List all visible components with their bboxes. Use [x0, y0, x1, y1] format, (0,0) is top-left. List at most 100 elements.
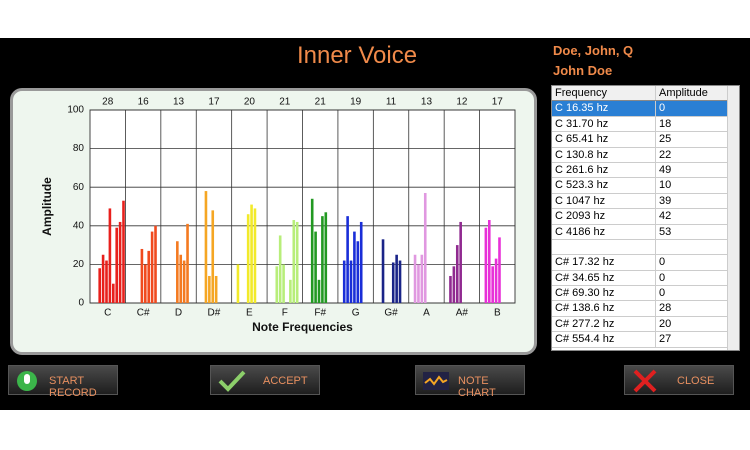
- check-icon: [218, 370, 246, 392]
- table-cell: C# 34.65 hz: [555, 271, 615, 284]
- bar: [349, 260, 353, 303]
- table-row[interactable]: C# 17.32 hz 0: [552, 255, 739, 271]
- bar: [413, 254, 417, 303]
- table-row[interactable]: C 4186 hz 53: [552, 224, 739, 240]
- table-cell: 22: [659, 148, 672, 161]
- close-button[interactable]: CLOSE: [624, 365, 734, 395]
- table-row[interactable]: C 2093 hz 42: [552, 209, 739, 225]
- bar: [498, 237, 501, 303]
- bar: [381, 239, 385, 303]
- bar: [353, 231, 356, 303]
- bar: [176, 241, 179, 303]
- table-row[interactable]: C 65.41 hz 25: [552, 132, 739, 148]
- bar: [101, 254, 105, 303]
- bar: [321, 216, 324, 303]
- table-cell: C 65.41 hz: [555, 133, 609, 146]
- note-count: 11: [386, 97, 397, 108]
- x-tick-label: G: [352, 308, 360, 319]
- x-tick-label: F: [282, 308, 288, 319]
- bar: [494, 258, 498, 303]
- table-row[interactable]: C 31.70 hz 18: [552, 116, 739, 133]
- y-tick-label: 100: [67, 105, 84, 116]
- bar: [236, 264, 240, 303]
- note-count: 19: [350, 97, 362, 108]
- button-label: START RECORD: [49, 375, 97, 399]
- table-cell: 0: [659, 256, 666, 269]
- note-count: 28: [102, 97, 114, 108]
- bar: [423, 192, 427, 303]
- bar: [310, 198, 314, 303]
- bar: [420, 254, 424, 303]
- accept-button[interactable]: ACCEPT: [210, 365, 320, 395]
- table-cell: C# 277.2 hz: [555, 317, 615, 330]
- close-icon: [633, 369, 657, 393]
- chart: 0 20 40 60 80 100 Amplitude Note Frequencies C 28…: [40, 97, 516, 334]
- bar: [342, 260, 346, 303]
- bar: [455, 245, 459, 303]
- y-tick-label: 60: [73, 182, 85, 193]
- table-row[interactable]: C 130.8 hz 22: [552, 147, 739, 163]
- table-row[interactable]: C# 69.30 hz 0: [552, 286, 739, 302]
- table-cell: 27: [659, 333, 672, 346]
- bar: [208, 275, 211, 303]
- table-row[interactable]: C 523.3 hz 10: [552, 178, 739, 194]
- bar: [108, 208, 112, 303]
- bar: [179, 254, 183, 303]
- table-cell: 20: [659, 317, 672, 330]
- bar: [417, 264, 420, 303]
- bar: [487, 220, 491, 303]
- bar: [186, 223, 189, 303]
- bar: [449, 275, 452, 303]
- note-count: 16: [138, 97, 150, 108]
- bar: [105, 260, 108, 303]
- scrollbar[interactable]: [727, 86, 739, 350]
- table-cell: C# 554.4 hz: [555, 333, 615, 346]
- bar: [452, 266, 456, 303]
- start-record-button[interactable]: START RECORD: [8, 365, 118, 399]
- bar: [484, 227, 488, 303]
- table-cell: 42: [659, 210, 672, 223]
- table-row[interactable]: C 261.6 hz 49: [552, 162, 739, 179]
- bar: [115, 227, 118, 303]
- table-row[interactable]: C 1047 hz 39: [552, 193, 739, 210]
- table-row[interactable]: C# 554.4 hz 27: [552, 332, 739, 348]
- x-tick-label: C: [104, 308, 111, 319]
- bar: [150, 231, 154, 303]
- app-window: Inner Voice Doe, John, Q John Doe 0 20 40 6…: [0, 38, 750, 410]
- note-chart-button[interactable]: NOTE CHART: [415, 365, 525, 399]
- table-cell: C 1047 hz: [555, 194, 606, 207]
- table-cell: C 523.3 hz: [555, 179, 609, 192]
- bar: [98, 268, 101, 303]
- x-tick-label: E: [246, 308, 253, 319]
- bar: [204, 191, 208, 303]
- bar: [459, 221, 462, 303]
- table-row[interactable]: C 16.35 hz 0: [552, 101, 739, 117]
- note-count: 13: [421, 97, 433, 108]
- bar: [282, 264, 285, 303]
- table-cell: C# 17.32 hz: [555, 256, 615, 269]
- note-count: 17: [208, 97, 220, 108]
- table-cell: C 261.6 hz: [555, 163, 609, 176]
- bar: [122, 200, 125, 303]
- table-row[interactable]: C# 34.65 hz 0: [552, 270, 739, 287]
- bar: [317, 279, 321, 303]
- frequency-table: Frequency Amplitude C 16.35 hz 0 C 31.70 hz 1…: [551, 85, 740, 351]
- x-tick-label: A#: [456, 308, 469, 319]
- patient-name: Doe, John, Q: [553, 43, 634, 58]
- mic-icon: [17, 371, 37, 391]
- bar: [292, 220, 296, 303]
- bar: [359, 221, 363, 303]
- table-row[interactable]: C# 138.6 hz 28: [552, 301, 739, 317]
- table-cell: 18: [659, 117, 672, 130]
- button-label: ACCEPT: [263, 375, 308, 387]
- bar: [182, 260, 186, 303]
- table-cell: C 130.8 hz: [555, 148, 609, 161]
- table-cell: 0: [659, 102, 666, 115]
- bar: [112, 283, 115, 303]
- table-row[interactable]: C# 277.2 hz 20: [552, 316, 739, 333]
- x-axis-label: Note Frequencies: [252, 320, 353, 334]
- table-cell: C# 138.6 hz: [555, 302, 615, 315]
- table-cell: Amplitude: [659, 87, 708, 99]
- bar: [154, 225, 157, 303]
